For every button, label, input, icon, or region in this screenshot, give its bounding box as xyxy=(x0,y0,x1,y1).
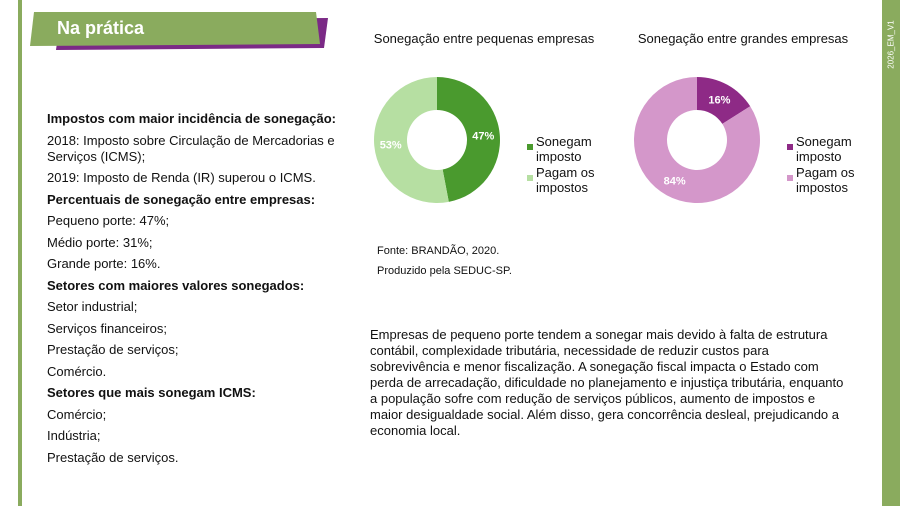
value-label: 47% xyxy=(472,131,494,143)
legend: Sonegam imposto Pagam os impostos xyxy=(787,134,867,196)
text-line: Prestação de serviços; xyxy=(47,342,179,357)
side-label-box: 2026_EM_V1 xyxy=(883,0,899,90)
donut-chart: 16% 84% xyxy=(634,77,760,203)
value-label: 84% xyxy=(664,176,686,188)
text-line: Comércio. xyxy=(47,363,107,379)
legend-label: Pagam os impostos xyxy=(796,165,855,195)
text-line: Prestação de serviços. xyxy=(47,449,179,465)
left-text: Impostos com maior incidência de sonegaç… xyxy=(47,111,347,471)
legend-label: Sonegam imposto xyxy=(796,134,852,164)
slide-title: Na prática xyxy=(57,18,145,38)
legend-label: Pagam os impostos xyxy=(536,165,595,195)
source-line: Fonte: BRANDÃO, 2020. xyxy=(377,245,500,257)
donut-chart: 47% 53% xyxy=(374,77,500,203)
chart-title: Sonegação entre grandes empresas xyxy=(637,31,849,46)
paragraph: Empresas de pequeno porte tendem a soneg… xyxy=(370,327,844,438)
heading: Percentuais de sonegação entre empresas: xyxy=(47,191,316,207)
text-line: Setor industrial; xyxy=(47,299,138,314)
value-label: 16% xyxy=(708,94,730,106)
legend-swatch xyxy=(527,175,533,181)
donut-segment xyxy=(374,77,449,203)
legend: Sonegam imposto Pagam os impostos xyxy=(527,134,607,196)
source: Fonte: BRANDÃO, 2020. Produzido pela SED… xyxy=(377,241,512,281)
side-label: 2026_EM_V1 xyxy=(886,20,896,69)
heading: Impostos com maior incidência de sonegaç… xyxy=(47,111,336,126)
text-line: Médio porte: 31%; xyxy=(47,234,153,250)
legend-item: Pagam os impostos xyxy=(787,165,867,196)
right-strip xyxy=(882,0,900,506)
source-line: Produzido pela SEDUC-SP. xyxy=(377,265,512,277)
donut-segment xyxy=(437,77,500,202)
donut-segment xyxy=(634,77,760,203)
text-line: Serviços financeiros; xyxy=(47,320,167,336)
banner-front xyxy=(30,12,320,46)
legend-swatch xyxy=(787,144,793,150)
legend-item: Pagam os impostos xyxy=(527,165,607,196)
legend-item: Sonegam imposto xyxy=(787,134,867,165)
heading: Setores com maiores valores sonegados: xyxy=(47,277,305,293)
legend-item: Sonegam imposto xyxy=(527,134,607,165)
text-line: Comércio; xyxy=(47,406,107,422)
legend-swatch xyxy=(787,175,793,181)
legend-label: Sonegam imposto xyxy=(536,134,592,164)
text-line: Pequeno porte: 47%; xyxy=(47,213,170,228)
text-line: Indústria; xyxy=(47,428,101,443)
text-line: Grande porte: 16%. xyxy=(47,256,161,271)
text-line: 2019: Imposto de Renda (IR) superou o IC… xyxy=(47,170,316,185)
left-strip xyxy=(18,0,22,506)
value-label: 53% xyxy=(380,139,402,151)
heading: Setores que mais sonegam ICMS: xyxy=(47,385,256,400)
text-line: 2018: Imposto sobre Circulação de Mercad… xyxy=(47,132,335,164)
title-banner: Na prática xyxy=(30,12,328,50)
chart-title: Sonegação entre pequenas empresas xyxy=(373,31,595,46)
legend-swatch xyxy=(527,144,533,150)
donut-segment xyxy=(697,77,751,124)
